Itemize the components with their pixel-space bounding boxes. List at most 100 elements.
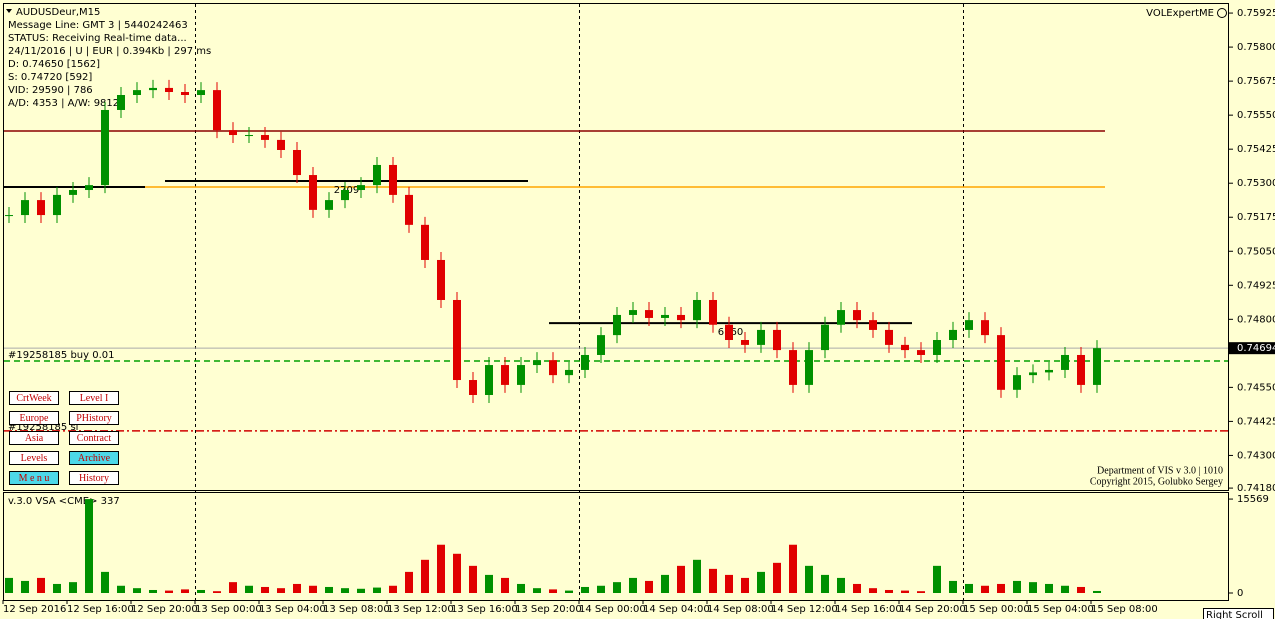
candle-body xyxy=(421,224,429,260)
volume-bar xyxy=(1093,590,1101,593)
y-tick-label: 0.75050 xyxy=(1237,246,1275,257)
volume-bar xyxy=(1013,580,1021,593)
volume-bar xyxy=(101,571,109,593)
volume-bar xyxy=(741,577,749,593)
x-tick-label: 14 Sep 00:00 xyxy=(579,604,646,615)
candle-body xyxy=(965,320,973,330)
candle-body xyxy=(165,87,173,93)
expert-icon xyxy=(1217,8,1227,18)
x-tick-label: 15 Sep 04:00 xyxy=(1027,604,1094,615)
panel-button[interactable] xyxy=(69,451,119,465)
volume-bar xyxy=(821,574,829,593)
panel-button[interactable] xyxy=(9,451,59,465)
expert-name: VOLExpertME xyxy=(1146,8,1214,19)
x-tick-label: 13 Sep 12:00 xyxy=(387,604,454,615)
candle-body xyxy=(21,200,29,216)
volume-tick-label: 15569 xyxy=(1237,494,1269,505)
x-tick-label: 13 Sep 08:00 xyxy=(323,604,390,615)
y-tick-label: 0.74425 xyxy=(1237,416,1275,427)
panel-button-label[interactable]: Asia xyxy=(25,433,44,444)
volume-bar xyxy=(5,577,13,593)
panel-button[interactable] xyxy=(69,471,119,485)
candle-body xyxy=(933,340,941,355)
candle-body xyxy=(245,135,253,137)
panel-button[interactable] xyxy=(9,471,59,485)
current-price-box xyxy=(1229,342,1275,355)
candle-body xyxy=(565,369,573,376)
volume-current: 337 xyxy=(101,496,120,507)
candle-body xyxy=(453,299,461,381)
volume-bar xyxy=(277,588,285,593)
volume-bar xyxy=(261,586,269,593)
x-tick-label: 14 Sep 16:00 xyxy=(835,604,902,615)
volume-bar xyxy=(437,544,445,593)
panel-button-label[interactable]: CrtWeek xyxy=(16,393,51,404)
panel-button[interactable] xyxy=(9,391,59,405)
volume-bar xyxy=(981,585,989,593)
footer-line: Copyright 2015, Golubko Sergey xyxy=(1090,476,1223,487)
volume-bar xyxy=(757,571,765,593)
volume-bar xyxy=(485,574,493,593)
volume-bar xyxy=(805,565,813,593)
x-tick-label: 13 Sep 00:00 xyxy=(195,604,262,615)
candle-body xyxy=(917,350,925,355)
panel-button-label[interactable]: Archive xyxy=(78,453,111,464)
volume-bar xyxy=(869,588,877,593)
candle-body xyxy=(197,90,205,96)
candle-body xyxy=(869,320,877,330)
volume-bar xyxy=(565,590,573,593)
candle-body xyxy=(885,329,893,345)
panel-button[interactable] xyxy=(69,431,119,445)
order-label: #19258185 buy 0.01 xyxy=(8,350,115,361)
panel-button[interactable] xyxy=(69,411,119,425)
panel-button[interactable] xyxy=(9,411,59,425)
x-tick-label: 12 Sep 2016 xyxy=(3,604,66,615)
volume-bar xyxy=(933,565,941,593)
volume-bar xyxy=(1061,585,1069,593)
scroll-button[interactable] xyxy=(1203,608,1274,619)
panel-button-label[interactable]: Europe xyxy=(20,413,49,424)
candle-body xyxy=(101,109,109,186)
x-tick-label: 12 Sep 16:00 xyxy=(67,604,134,615)
volume-title-text: v.3.0 VSA <CME> xyxy=(8,496,97,507)
status-line: STATUS: Receiving Real-time data... xyxy=(8,33,187,44)
candle-body xyxy=(661,314,669,318)
panel-button-label[interactable]: PHistory xyxy=(76,413,112,424)
panel-button-label[interactable]: M e n u xyxy=(19,473,50,484)
candle-body xyxy=(629,310,637,315)
volume-bar xyxy=(309,585,317,593)
candle-body xyxy=(389,164,397,195)
candle-body xyxy=(229,130,237,136)
symbol: AUDUSDeur,M15 xyxy=(16,7,100,18)
candle-body xyxy=(85,185,93,191)
panel-button-label[interactable]: History xyxy=(79,473,109,484)
candle-body xyxy=(261,135,269,140)
candle-body xyxy=(805,350,813,385)
panel-button-label[interactable]: Contract xyxy=(77,433,112,444)
candle-body xyxy=(581,354,589,370)
panel-button[interactable] xyxy=(9,431,59,445)
volume-bar xyxy=(949,580,957,593)
scroll-label[interactable]: Right Scroll xyxy=(1206,610,1263,619)
candle-body xyxy=(517,365,525,385)
candle-body xyxy=(213,90,221,131)
volume-bar xyxy=(965,583,973,593)
panel-button[interactable] xyxy=(69,391,119,405)
current-price: 0.74694 xyxy=(1237,343,1275,354)
candle-body xyxy=(549,360,557,376)
panel-button-label[interactable]: Levels xyxy=(21,453,48,464)
volume-bar xyxy=(581,586,589,593)
candle-body xyxy=(725,324,733,341)
candle-body xyxy=(901,344,909,351)
candle-body xyxy=(693,299,701,321)
candle-body xyxy=(757,329,765,345)
volume-bar xyxy=(613,582,621,593)
volume-bar xyxy=(501,577,509,593)
x-tick-label: 12 Sep 20:00 xyxy=(131,604,198,615)
candle-body xyxy=(117,95,125,110)
x-tick-label: 14 Sep 20:00 xyxy=(899,604,966,615)
panel-button-label[interactable]: Level I xyxy=(80,393,109,404)
stop-label: #19258185 sl xyxy=(8,422,78,433)
volume-bar xyxy=(85,499,93,593)
